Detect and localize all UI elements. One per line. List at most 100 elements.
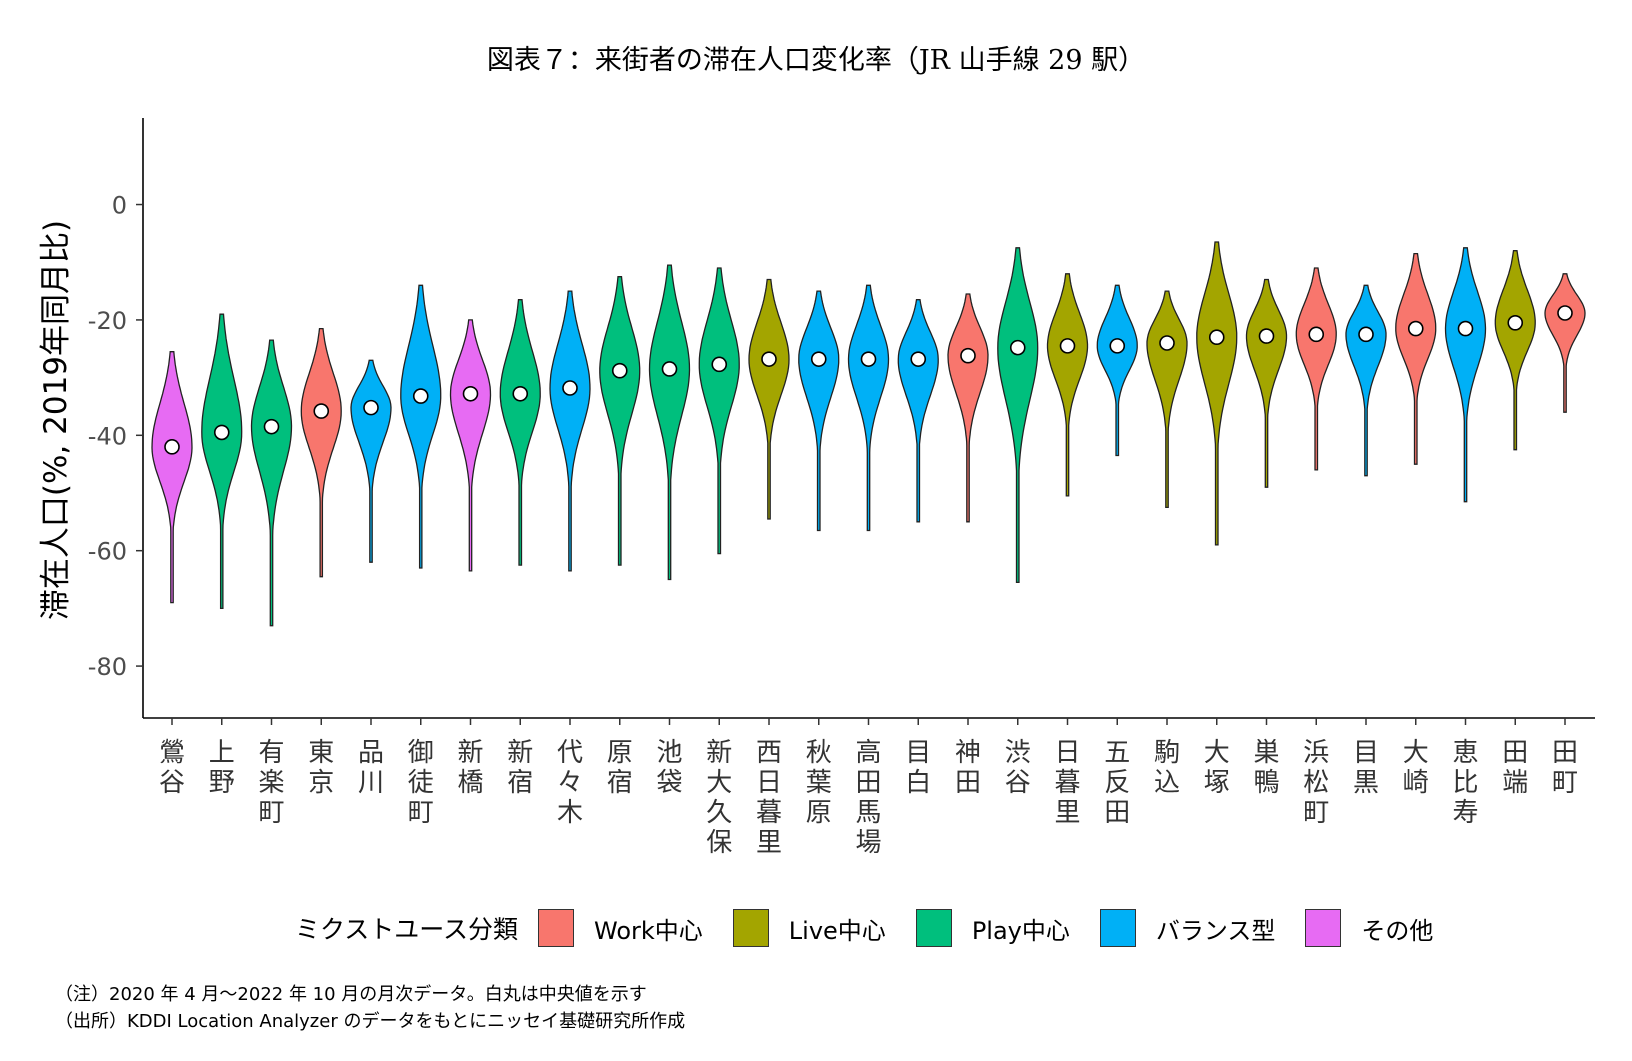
median-point-目黒 [1358,326,1374,343]
legend-swatch-work [538,909,575,947]
note-text: （注）2020 年 4 月～2022 年 10 月の月次データ。白丸は中央値を示… [55,984,647,1005]
violin-田端 [1494,250,1536,451]
median-point-大崎 [1407,320,1424,337]
x-tick-label-高田馬場: 高田馬場 [855,738,881,858]
x-tick-label-日暮里: 日暮里 [1054,738,1080,828]
median-point-有楽町 [263,418,280,435]
violin-新大久保 [698,267,740,555]
median-point-鶯谷 [164,439,180,455]
legend-swatch-live [732,909,769,947]
violin-神田 [947,293,989,523]
x-tick-label-神田: 神田 [955,738,981,798]
y-tick-label: 0 [112,192,127,220]
legend-label-balance: バランス型 [1155,916,1276,945]
median-point-神田 [960,347,976,364]
x-tick-label-有楽町: 有楽町 [258,738,284,828]
violin-原宿 [599,276,641,566]
violin-浜松町 [1295,267,1337,471]
violin-西日暮里 [748,278,790,520]
median-point-大塚 [1208,329,1225,346]
y-tick-label: -80 [88,653,127,681]
x-tick-label-秋葉原: 秋葉原 [806,738,832,828]
violin-日暮里 [1046,273,1089,497]
median-point-東京 [313,403,330,419]
median-point-田端 [1507,315,1524,331]
violin-目白 [897,299,939,523]
legend-label-live: Live中心 [788,916,886,945]
violin-恵比寿 [1444,247,1487,503]
legend-item-balance: バランス型 [1099,909,1276,947]
median-point-巣鴨 [1258,328,1275,344]
x-tick-label-鶯谷: 鶯谷 [159,738,185,798]
median-point-池袋 [661,361,678,377]
violin-五反田 [1096,284,1138,457]
x-tick-label-恵比寿: 恵比寿 [1452,738,1478,828]
legend-swatch-play [915,909,952,947]
violin-代々木 [549,290,591,572]
violin-品川 [350,359,392,563]
x-tick-label-代々木: 代々木 [557,738,583,828]
median-point-御徒町 [412,388,429,404]
violin-有楽町 [250,339,293,627]
legend-label-work: Work中心 [594,916,703,945]
legend-label-play: Play中心 [971,916,1070,945]
y-axis-label: 滞在人口(%, 2019年同月比) [38,220,74,620]
legend-label-other: その他 [1361,916,1434,945]
median-point-新橋 [462,385,479,402]
violin-鶯谷 [151,351,193,604]
median-point-上野 [213,424,230,441]
x-tick-label-西日暮里: 西日暮里 [756,738,782,858]
median-point-目白 [910,351,927,367]
median-point-駒込 [1159,335,1175,351]
x-tick-label-巣鴨: 巣鴨 [1253,738,1279,798]
x-tick-label-渋谷: 渋谷 [1005,738,1031,798]
legend: ミクストユース分類 Work中心 Live中心 Play中心 バランス型 その他 [295,905,1463,951]
legend-item-other: その他 [1305,909,1433,947]
x-tick-label-五反田: 五反田 [1104,738,1130,828]
chart-title: 図表７：来街者の滞在人口変化率（JR 山手線 29 駅） [486,45,1146,76]
x-tick-label-田町: 田町 [1552,738,1578,798]
median-point-秋葉原 [810,351,827,367]
violin-渋谷 [997,247,1039,584]
median-point-新大久保 [711,356,728,373]
median-point-原宿 [611,362,628,379]
median-point-日暮里 [1059,338,1076,354]
legend-item-work: Work中心 [538,909,703,947]
source-text: （出所）KDDI Location Analyzer のデータをもとにニッセイ基… [55,1011,686,1032]
violin-池袋 [648,264,691,581]
violin-大崎 [1395,252,1437,465]
violin-chart: 滞在人口(%, 2019年同月比) 0 -20 -40 -60 -80 鶯谷上野有楽町東京… [38,118,1595,858]
legend-swatch-balance [1099,909,1136,947]
x-tick-label-目黒: 目黒 [1353,738,1379,798]
legend-swatch-other [1305,909,1342,947]
violin-田町 [1544,273,1586,413]
y-tick-label: -60 [88,538,127,566]
median-point-恵比寿 [1457,320,1474,337]
violin-高田馬場 [847,284,890,532]
violin-大塚 [1196,241,1238,546]
median-point-田町 [1557,305,1573,321]
x-tick-label-東京: 東京 [308,738,334,798]
legend-item-play: Play中心 [915,909,1070,947]
y-tick-label: -40 [88,422,127,450]
x-tick-label-浜松町: 浜松町 [1303,738,1329,828]
x-tick-label-新大久保: 新大久保 [706,738,732,858]
legend-item-live: Live中心 [732,909,886,947]
median-point-西日暮里 [761,351,777,367]
median-point-五反田 [1109,338,1126,354]
x-tick-label-目白: 目白 [905,738,931,798]
violin-御徒町 [400,284,442,569]
violin-新橋 [449,319,492,572]
x-tick-label-駒込: 駒込 [1154,738,1180,798]
violin-駒込 [1146,290,1188,509]
x-tick-label-大崎: 大崎 [1403,738,1429,798]
x-tick-label-大塚: 大塚 [1204,738,1230,798]
median-point-新宿 [512,385,529,402]
x-tick-label-原宿: 原宿 [607,738,633,798]
x-tick-label-田端: 田端 [1502,738,1528,798]
y-tick-label: -20 [88,307,127,335]
x-tick-label-新宿: 新宿 [507,738,533,798]
violin-秋葉原 [798,290,840,532]
legend-title: ミクストユース分類 [295,915,519,944]
violin-上野 [201,313,243,610]
